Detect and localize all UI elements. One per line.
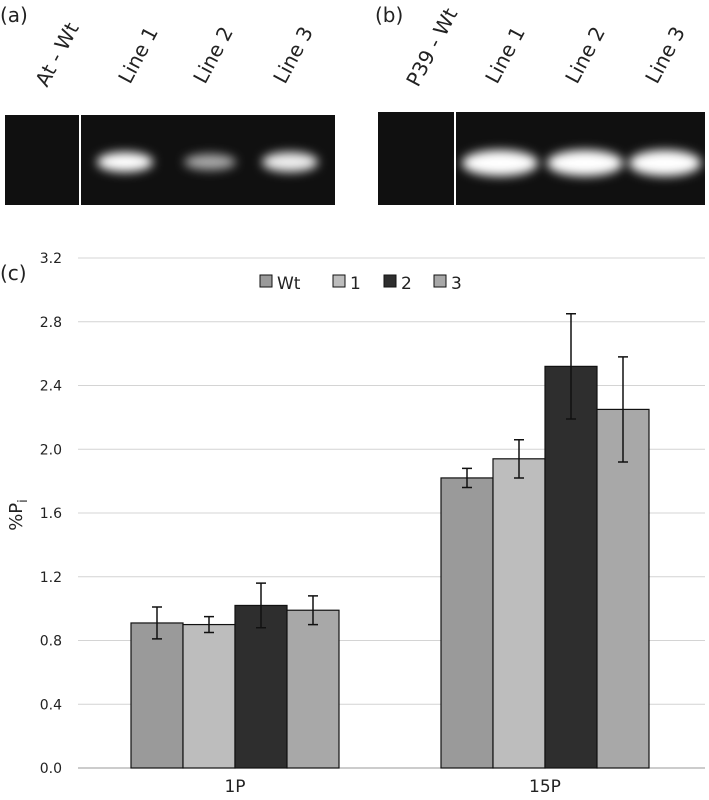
legend-swatch [383,274,397,288]
lane-label: Line 2 [188,22,238,87]
panel-label: (c) [0,261,27,285]
bar [182,623,236,769]
error-bar [256,582,266,629]
y-tick-label: 0.4 [40,697,62,713]
legend-swatch [433,274,447,288]
y-tick-label: 3.2 [40,251,62,267]
lane-label: Line 1 [480,22,530,87]
legend-label: 2 [401,274,412,294]
bar [286,609,340,769]
lane-label: Line 2 [560,22,610,87]
lane-label: Line 3 [268,22,318,87]
error-bar [618,356,628,463]
y-tick-label: 2.0 [40,442,62,458]
bar [130,622,184,769]
error-bar [308,595,318,626]
legend-label: 1 [350,274,361,294]
y-tick-label: 2.8 [40,315,62,331]
bar [544,365,598,769]
y-tick-label: 0.8 [40,634,62,650]
y-tick-label: 1.6 [40,506,62,522]
lane-label: Line 3 [640,22,690,87]
legend-label: 3 [451,274,462,294]
x-tick-label: 15P [529,777,561,797]
legend-label: Wt [277,274,301,294]
bar [596,408,650,769]
error-bar [152,606,162,640]
y-axis-label: %Pi [6,499,31,531]
bar [440,477,494,769]
error-bar [566,313,576,420]
panel-label: (b) [375,3,403,27]
y-label-subscript: i [16,499,31,503]
bar [492,458,546,769]
y-label-text: %P [6,503,27,531]
gel-bands [97,152,318,172]
y-tick-label: 0.0 [40,761,62,777]
error-bar [514,438,524,479]
legend-swatch [332,274,346,288]
legend-swatch [259,274,273,288]
lane-label: Line 1 [113,22,163,87]
x-tick-label: 1P [224,777,245,797]
y-tick-label: 1.2 [40,570,62,586]
error-bar [462,467,472,489]
panel-label: (a) [0,3,28,27]
error-bar [204,615,214,634]
lane-label: P39 - Wt [401,4,462,91]
y-tick-label: 2.4 [40,379,62,395]
gel-bands [462,150,701,176]
bar [234,604,288,769]
lane-label: At - Wt [30,18,84,90]
